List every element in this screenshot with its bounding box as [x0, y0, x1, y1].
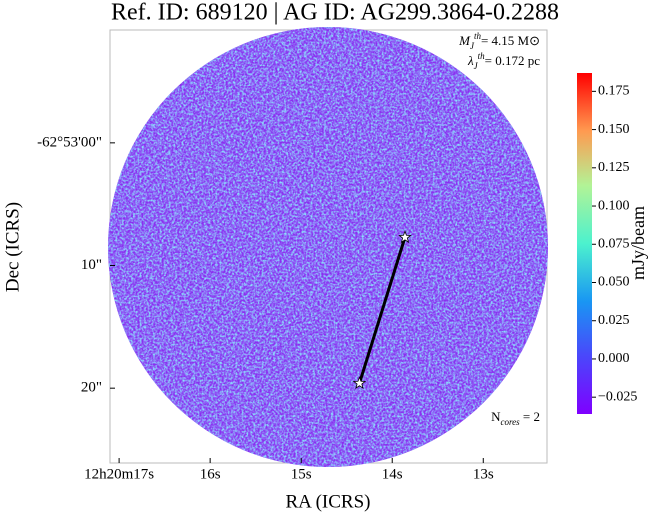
annotation-part: J [474, 61, 479, 71]
annotation-part: λ [467, 53, 474, 68]
annotation-part: M [458, 33, 471, 48]
x-axis-label: RA (ICRS) [286, 491, 371, 512]
colorbar-tick-label: 0.025 [598, 313, 630, 328]
x-tick-label: 15s [291, 466, 312, 482]
annotation: Ncores = 2 [491, 409, 540, 427]
x-tick-label: 16s [200, 466, 221, 482]
colorbar-tick-label: 0.175 [598, 84, 630, 99]
colorbar-tick-label: 0.150 [598, 122, 630, 137]
colorbar [577, 73, 592, 414]
annotation-part: J [470, 41, 475, 51]
annotation-part: N [491, 409, 501, 424]
core-link [358, 236, 407, 384]
annotation-part: = 2 [520, 409, 540, 424]
colorbar-tick-label: 0.050 [598, 275, 630, 290]
colorbar-tick-label: 0.125 [598, 160, 630, 175]
y-tick-label: 10" [81, 257, 102, 273]
annotation: λJth= 0.172 pc [467, 51, 540, 71]
colorbar-tick-label: −0.025 [598, 389, 637, 404]
x-tick-label: 12h20m17s [84, 466, 154, 482]
x-tick-label: 13s [473, 466, 494, 482]
y-axis-label: Dec (ICRS) [2, 202, 23, 292]
map [108, 27, 548, 467]
annotation-part: = 4.15 M⊙ [481, 33, 540, 48]
x-tick-label: 14s [382, 466, 403, 482]
annotation: MJth= 4.15 M⊙ [458, 31, 540, 51]
core-marker [398, 230, 412, 244]
annotation-part: th [478, 51, 486, 61]
annotation-part: th [474, 31, 482, 41]
core-marker [352, 376, 367, 390]
y-tick-label: -62°53'00" [37, 134, 102, 150]
y-tick-label: 20" [81, 380, 102, 396]
annotation-part: = 0.172 pc [485, 53, 541, 68]
annotation-part: cores [500, 417, 520, 427]
colorbar-tick-label: 0.000 [598, 351, 630, 366]
colorbar-tick-label: 0.100 [598, 198, 630, 213]
colorbar-label: mJy/beam [628, 206, 648, 280]
chart-title: Ref. ID: 689120 | AG ID: AG299.3864-0.22… [111, 0, 559, 26]
colorbar-tick-label: 0.075 [598, 236, 630, 251]
